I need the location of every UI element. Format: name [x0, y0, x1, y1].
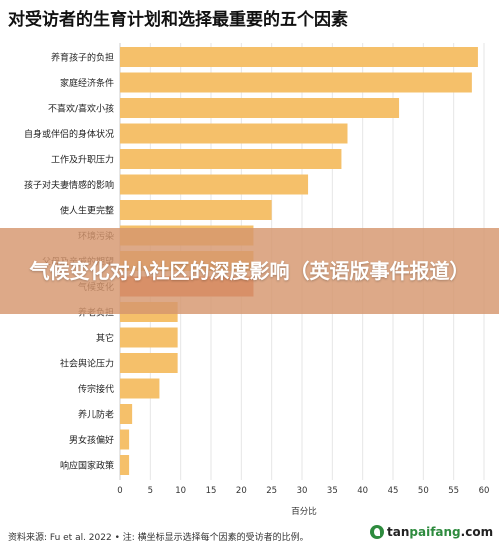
category-label: 工作及升职压力 — [51, 154, 114, 166]
x-axis-ticks: 0 5 10 15 20 25 30 35 40 45 50 55 60 — [117, 486, 489, 496]
category-label: 男女孩偏好 — [69, 434, 114, 446]
category-label: 孩子对夫妻情感的影响 — [24, 179, 114, 191]
category-label: 家庭经济条件 — [60, 77, 114, 89]
x-tick-label: 45 — [388, 486, 399, 496]
leaf-logo-icon — [370, 525, 384, 539]
category-label: 养儿防老 — [78, 409, 114, 421]
watermark-text: tanpaifang.com — [387, 525, 494, 539]
x-tick-label: 55 — [448, 486, 459, 496]
bar — [120, 47, 478, 67]
bar — [120, 429, 130, 450]
x-tick-label: 20 — [236, 486, 247, 496]
x-tick-label: 60 — [479, 486, 490, 496]
category-label: 社会舆论压力 — [60, 358, 114, 370]
bar — [120, 378, 160, 399]
bar — [120, 353, 178, 373]
x-tick-label: 40 — [357, 486, 368, 496]
x-tick-label: 35 — [327, 486, 338, 496]
bar — [120, 174, 309, 195]
bar — [120, 72, 472, 93]
bar — [120, 149, 342, 169]
bar — [120, 404, 133, 424]
source-note: 资料来源: Fu et al. 2022 • 注: 横坐标显示选择每个因素的受访… — [8, 531, 309, 543]
bar — [120, 455, 130, 475]
category-label: 其它 — [96, 332, 114, 344]
x-axis-label: 百分比 — [291, 506, 317, 517]
headline-text[interactable]: 气候变化对小社区的深度影响（英语版事件报道） — [29, 259, 470, 283]
x-tick-label: 30 — [297, 486, 308, 496]
x-tick-label: 10 — [175, 486, 186, 496]
category-label: 响应国家政策 — [60, 460, 114, 472]
bar — [120, 123, 348, 144]
bar — [120, 327, 178, 348]
category-label: 自身或伴侣的身体状况 — [24, 128, 114, 140]
x-tick-label: 5 — [148, 486, 153, 496]
x-tick-label: 50 — [418, 486, 429, 496]
bar — [120, 98, 400, 118]
headline-banner[interactable]: 气候变化对小社区的深度影响（英语版事件报道） — [0, 228, 499, 314]
x-tick-label: 0 — [117, 486, 122, 496]
category-label: 传宗接代 — [78, 383, 114, 395]
x-tick-label: 25 — [266, 486, 277, 496]
bar — [120, 200, 272, 220]
category-label: 不喜欢/喜欢小孩 — [48, 103, 114, 115]
site-watermark: tanpaifang.com — [370, 522, 493, 542]
x-tick-label: 15 — [206, 486, 217, 496]
category-label: 使人生更完整 — [60, 205, 114, 217]
chart-title: 对受访者的生育计划和选择最重要的五个因素 — [8, 9, 348, 30]
category-label: 养育孩子的负担 — [51, 52, 114, 64]
